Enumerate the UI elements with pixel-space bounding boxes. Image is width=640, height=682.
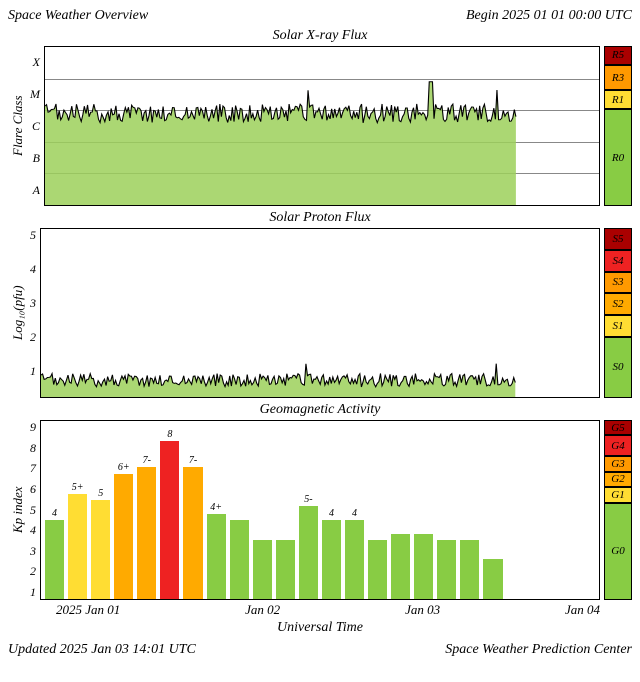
scale-cell-G2: G2 [604,472,632,487]
kp-bar [437,421,456,599]
header-right: Begin 2025 01 01 00:00 UTC [466,8,632,24]
proton-plot [40,228,600,398]
geomag-title: Geomagnetic Activity [8,402,632,418]
xray-scale: R5R3R1R0 [604,46,632,206]
scale-cell-R0: R0 [604,109,632,206]
header: Space Weather Overview Begin 2025 01 01 … [8,8,632,24]
kp-bar: 5- [299,421,318,599]
proton-title: Solar Proton Flux [8,210,632,226]
kp-bar [391,421,410,599]
scale-cell-G5: G5 [604,420,632,435]
xray-panel: Solar X-ray Flux Flare Class XMCBA R5R3R… [8,28,632,206]
proton-yticks: 54321 [28,228,40,398]
geomag-panel: Geomagnetic Activity Kp index 987654321 … [8,402,632,636]
scale-cell-S5: S5 [604,228,632,250]
scale-cell-G3: G3 [604,456,632,471]
kp-bar: 8 [160,421,179,599]
scale-cell-S4: S4 [604,250,632,272]
footer-right: Space Weather Prediction Center [445,642,632,658]
proton-ylabel: Log₁₀(pfu) [8,228,28,398]
kp-bar [483,421,502,599]
scale-cell-R5: R5 [604,46,632,65]
kp-bar: 4 [322,421,341,599]
xaxis-title: Universal Time [8,620,632,636]
proton-panel: Solar Proton Flux Log₁₀(pfu) 54321 S5S4S… [8,210,632,398]
kp-bar [253,421,272,599]
scale-cell-R1: R1 [604,90,632,109]
header-left: Space Weather Overview [8,8,148,24]
kp-bar [230,421,249,599]
xray-yticks: XMCBA [28,46,44,206]
scale-cell-S3: S3 [604,272,632,294]
proton-scale: S5S4S3S2S1S0 [604,228,632,398]
kp-bar [276,421,295,599]
scale-cell-S1: S1 [604,315,632,337]
scale-cell-R3: R3 [604,65,632,91]
scale-cell-G1: G1 [604,487,632,502]
kp-bar: 5+ [68,421,87,599]
xaxis-ticks: 2025 Jan 01Jan 02Jan 03Jan 04 [8,602,632,618]
geomag-scale: G5G4G3G2G1G0 [604,420,632,600]
geomag-ylabel: Kp index [8,420,28,600]
kp-bar: 7- [137,421,156,599]
scale-cell-G4: G4 [604,435,632,456]
xray-ylabel: Flare Class [8,46,28,206]
scale-cell-S2: S2 [604,293,632,315]
scale-cell-S0: S0 [604,337,632,398]
xray-title: Solar X-ray Flux [8,28,632,44]
xray-plot [44,46,600,206]
kp-bar [414,421,433,599]
footer-left: Updated 2025 Jan 03 14:01 UTC [8,642,196,658]
kp-bar [368,421,387,599]
scale-cell-G0: G0 [604,503,632,600]
kp-bar: 4 [345,421,364,599]
kp-bar: 4+ [207,421,226,599]
kp-bar: 5 [91,421,110,599]
kp-bar: 7- [183,421,202,599]
kp-bar: 6+ [114,421,133,599]
kp-bar: 4 [45,421,64,599]
geomag-plot: 45+56+7-87-4+5-44 [40,420,600,600]
geomag-yticks: 987654321 [28,420,40,600]
kp-bars: 45+56+7-87-4+5-44 [41,421,599,599]
kp-bar [460,421,479,599]
footer: Updated 2025 Jan 03 14:01 UTC Space Weat… [8,642,632,658]
